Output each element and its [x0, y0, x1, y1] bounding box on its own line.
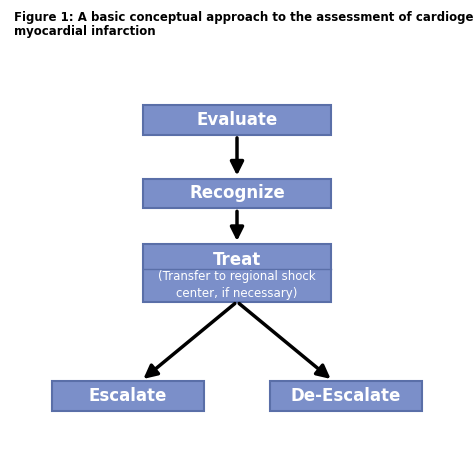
Text: myocardial infarction: myocardial infarction [14, 25, 156, 38]
FancyBboxPatch shape [270, 381, 422, 411]
Text: Figure 1: A basic conceptual approach to the assessment of cardiogenic shock in : Figure 1: A basic conceptual approach to… [14, 11, 474, 24]
FancyBboxPatch shape [144, 105, 330, 135]
Text: Treat: Treat [213, 251, 261, 269]
FancyBboxPatch shape [144, 179, 330, 208]
Text: De-Escalate: De-Escalate [291, 387, 401, 405]
Text: (Transfer to regional shock
center, if necessary): (Transfer to regional shock center, if n… [158, 271, 316, 300]
FancyBboxPatch shape [52, 381, 203, 411]
Text: Evaluate: Evaluate [196, 111, 278, 129]
Text: Escalate: Escalate [89, 387, 167, 405]
Text: Recognize: Recognize [189, 184, 285, 202]
FancyBboxPatch shape [144, 244, 330, 302]
